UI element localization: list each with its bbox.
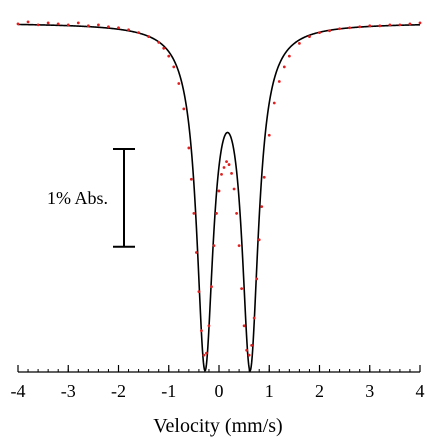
data-point (187, 146, 191, 150)
data-point (232, 187, 236, 191)
data-point (250, 343, 254, 347)
data-point (277, 80, 281, 83)
data-point (398, 23, 402, 27)
data-point (318, 31, 321, 35)
data-point (242, 324, 246, 328)
data-point (197, 290, 201, 293)
plot-area (16, 20, 422, 373)
data-point (235, 212, 238, 215)
data-point (255, 277, 259, 281)
data-point (212, 244, 216, 248)
data-point (282, 65, 286, 69)
data-point (338, 27, 341, 31)
x-tick-label: -4 (11, 381, 26, 401)
data-point (217, 189, 221, 193)
x-tick-label: 4 (416, 381, 425, 401)
data-point (222, 166, 226, 169)
x-tick-label: 3 (365, 381, 374, 401)
data-point (220, 172, 223, 176)
data-point (46, 21, 50, 25)
data-point (247, 353, 251, 357)
data-point (378, 24, 382, 28)
x-tick-label: 2 (315, 381, 324, 401)
data-point (358, 25, 362, 29)
data-point (257, 238, 261, 242)
data-point (182, 107, 186, 111)
data-point (408, 22, 412, 26)
x-axis-title: Velocity (mm/s) (153, 415, 282, 437)
data-point (267, 133, 271, 137)
data-point (227, 163, 231, 166)
data-point (107, 25, 110, 29)
data-point (200, 329, 203, 333)
data-point (189, 177, 193, 181)
data-point (192, 212, 196, 215)
data-point (117, 26, 120, 30)
data-point (76, 21, 80, 25)
data-point (368, 24, 372, 28)
data-point (16, 22, 20, 26)
data-point (388, 23, 392, 27)
fit-curve (17, 23, 421, 373)
data-point (127, 28, 130, 32)
data-point (252, 316, 256, 320)
x-tick-label: 0 (215, 381, 224, 401)
x-tick-label: 1 (265, 381, 274, 401)
data-point (137, 31, 141, 35)
x-tick-label: -1 (161, 381, 176, 401)
data-point (418, 21, 422, 25)
data-point (86, 24, 90, 28)
data-point (240, 287, 244, 291)
data-point (225, 160, 228, 164)
data-point (194, 251, 198, 254)
x-tick-label: -2 (111, 381, 126, 401)
data-point (97, 23, 100, 27)
data-point (245, 348, 249, 352)
data-point (308, 35, 311, 38)
data-point (272, 101, 276, 105)
scale-bar-label: 1% Abs. (47, 188, 108, 208)
data-point (205, 351, 208, 355)
data-point (172, 65, 176, 69)
data-point (157, 41, 161, 44)
data-point (202, 353, 206, 357)
data-point (215, 212, 218, 215)
data-point (162, 46, 166, 50)
data-point (328, 29, 331, 33)
data-point (167, 54, 171, 58)
data-point (56, 22, 60, 26)
data-point (36, 23, 40, 27)
data-point (210, 285, 213, 289)
data-point (348, 26, 352, 30)
data-point (26, 20, 30, 24)
x-tick-label: -3 (61, 381, 76, 401)
scale-bar-annotation: 1% Abs. (47, 148, 135, 248)
x-axis: -4 -3 -2 -1 0 1 2 3 4 (11, 365, 425, 401)
data-point (260, 205, 264, 208)
data-point (230, 171, 233, 175)
data-point (177, 82, 181, 85)
data-point (287, 54, 291, 58)
data-point (66, 23, 70, 27)
data-point (262, 175, 266, 179)
data-point (207, 324, 211, 328)
data-point (237, 244, 241, 248)
data-point (147, 35, 151, 38)
data-point (298, 42, 301, 45)
